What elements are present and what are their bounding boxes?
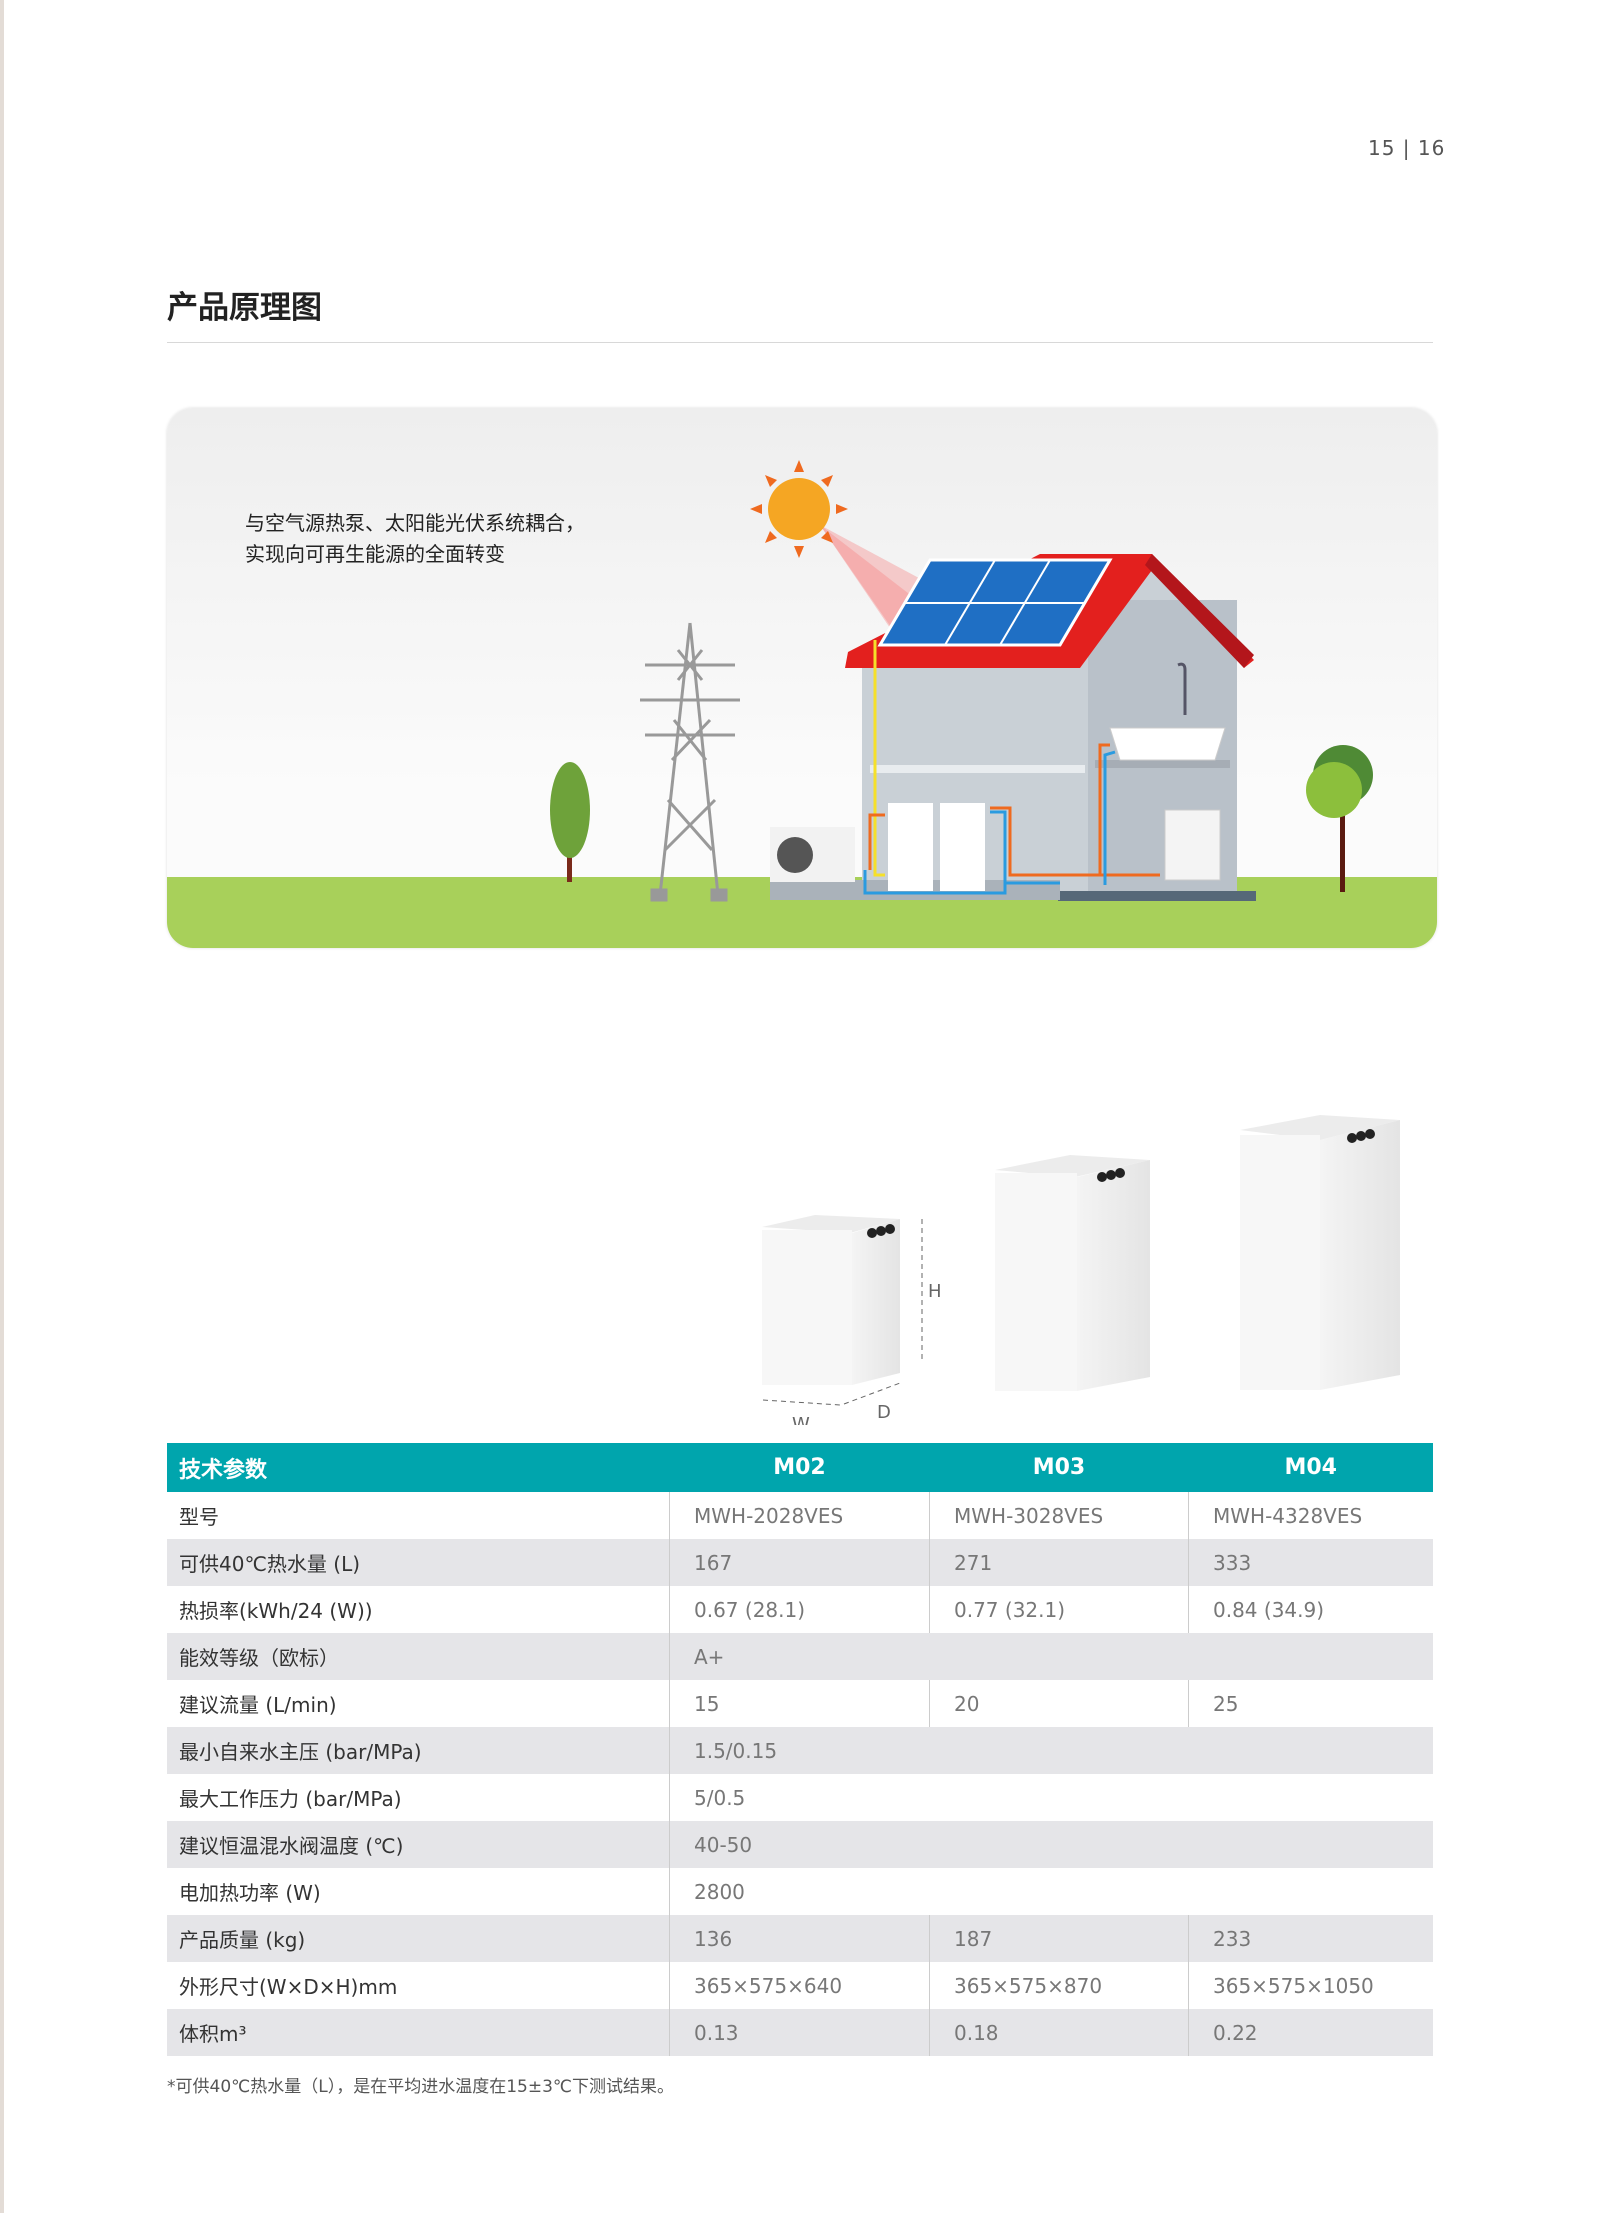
row-value: 1.5/0.15	[669, 1727, 1433, 1774]
table-row: 最小自来水主压 (bar/MPa) 1.5/0.15	[167, 1727, 1433, 1774]
row-label: 体积m³	[167, 2009, 670, 2056]
row-label: 外形尺寸(W×D×H)mm	[179, 1975, 398, 1999]
table-row: 可供40℃热水量 (L) 167 271 333	[167, 1539, 1433, 1586]
row-value: 0.84 (34.9)	[1188, 1586, 1433, 1633]
row-value: 0.67 (28.1)	[669, 1586, 930, 1633]
dimension-lines	[762, 1219, 923, 1406]
row-value: 365×575×1050	[1188, 1962, 1433, 2009]
header-m03: M03	[929, 1443, 1189, 1492]
row-label: 型号	[179, 1505, 219, 1529]
row-label: 能效等级（欧标）	[167, 1633, 670, 1680]
unit-m03	[995, 1155, 1150, 1391]
row-label: 产品质量 (kg)	[167, 1915, 670, 1962]
row-value: 20	[929, 1680, 1189, 1727]
section-title: 产品原理图	[167, 290, 322, 326]
house-illustration	[770, 554, 1256, 901]
header-m02: M02	[669, 1443, 930, 1492]
table-row: 电加热功率 (W) 2800	[167, 1868, 1433, 1915]
row-label: 可供40℃热水量 (L)	[167, 1539, 670, 1586]
spec-table: 技术参数 M02 M03 M04 型号 MWH-2028VES MWH-3028VE…	[167, 1443, 1433, 2056]
row-value: 40-50	[669, 1821, 1433, 1868]
page-number: 15 | 16	[1368, 136, 1446, 160]
table-row: 产品质量 (kg) 136 187 233	[167, 1915, 1433, 1962]
row-value: 0.22	[1188, 2009, 1433, 2056]
header-m04: M04	[1188, 1443, 1433, 1492]
row-value: 0.18	[929, 2009, 1189, 2056]
row-value: 136	[669, 1915, 930, 1962]
product-units: H W D	[762, 1115, 1400, 1425]
row-value: 0.77 (32.1)	[929, 1586, 1189, 1633]
footnote: *可供40℃热水量（L），是在平均进水温度在15±3℃下测试结果。	[167, 2077, 674, 2097]
row-label: 建议恒温混水阀温度 (℃)	[167, 1821, 670, 1868]
illustration-caption: 与空气源热泵、太阳能光伏系统耦合， 实现向可再生能源的全面转变	[245, 508, 585, 570]
row-label: 最小自来水主压 (bar/MPa)	[167, 1727, 670, 1774]
row-label: 热损率(kWh/24 (W))	[179, 1599, 373, 1623]
caption-line: 与空气源热泵、太阳能光伏系统耦合，	[245, 511, 585, 535]
row-value: 2800	[669, 1868, 1433, 1915]
table-row: 能效等级（欧标） A+	[167, 1633, 1433, 1680]
product-lineup-image: H W D	[740, 1095, 1440, 1425]
tree-icon	[1306, 745, 1373, 892]
system-diagram-illustration: 与空气源热泵、太阳能光伏系统耦合， 实现向可再生能源的全面转变	[167, 408, 1437, 948]
row-label: 电加热功率 (W)	[179, 1881, 321, 1905]
depth-label: D	[877, 1402, 891, 1423]
table-row: 最大工作压力 (bar/MPa) 5/0.5	[167, 1774, 1433, 1821]
illustration-graphic	[167, 460, 1437, 948]
power-tower-icon	[640, 622, 740, 902]
row-value: 25	[1188, 1680, 1433, 1727]
height-label: H	[928, 1281, 942, 1302]
title-divider	[167, 342, 1433, 343]
row-value: 15	[669, 1680, 930, 1727]
row-label: 建议流量 (L/min)	[179, 1693, 337, 1717]
row-value: A+	[669, 1633, 1433, 1680]
table-row: 热损率(kWh/24 (W)) 0.67 (28.1) 0.77 (32.1) 0.8…	[167, 1586, 1433, 1633]
row-value: 365×575×870	[929, 1962, 1189, 2009]
unit-m04	[1240, 1115, 1400, 1390]
table-row: 外形尺寸(W×D×H)mm 365×575×640 365×575×870 365×5…	[167, 1962, 1433, 2009]
width-label: W	[792, 1414, 810, 1425]
table-row: 体积m³ 0.13 0.18 0.22	[167, 2009, 1433, 2056]
row-value: 271	[929, 1539, 1189, 1586]
table-row: 建议恒温混水阀温度 (℃) 40-50	[167, 1821, 1433, 1868]
page-edge	[0, 0, 4, 2213]
row-value: MWH-4328VES	[1188, 1492, 1433, 1539]
row-value: MWH-3028VES	[929, 1492, 1189, 1539]
caption-line: 实现向可再生能源的全面转变	[245, 542, 505, 566]
row-label: 最大工作压力 (bar/MPa)	[179, 1787, 402, 1811]
tree-icon	[550, 762, 590, 882]
unit-m02	[762, 1215, 900, 1385]
header-params: 技术参数	[167, 1443, 670, 1492]
table-row: 型号 MWH-2028VES MWH-3028VES MWH-4328VES	[167, 1492, 1433, 1539]
table-row: 建议流量 (L/min) 15 20 25	[167, 1680, 1433, 1727]
row-value: 167	[669, 1539, 930, 1586]
row-value: 0.13	[669, 2009, 930, 2056]
row-value: 233	[1188, 1915, 1433, 1962]
table-header-row: 技术参数 M02 M03 M04	[167, 1443, 1433, 1492]
row-value: 365×575×640	[669, 1962, 930, 2009]
row-value: MWH-2028VES	[669, 1492, 930, 1539]
row-value: 333	[1188, 1539, 1433, 1586]
row-value: 5/0.5	[669, 1774, 1433, 1821]
row-value: 187	[929, 1915, 1189, 1962]
